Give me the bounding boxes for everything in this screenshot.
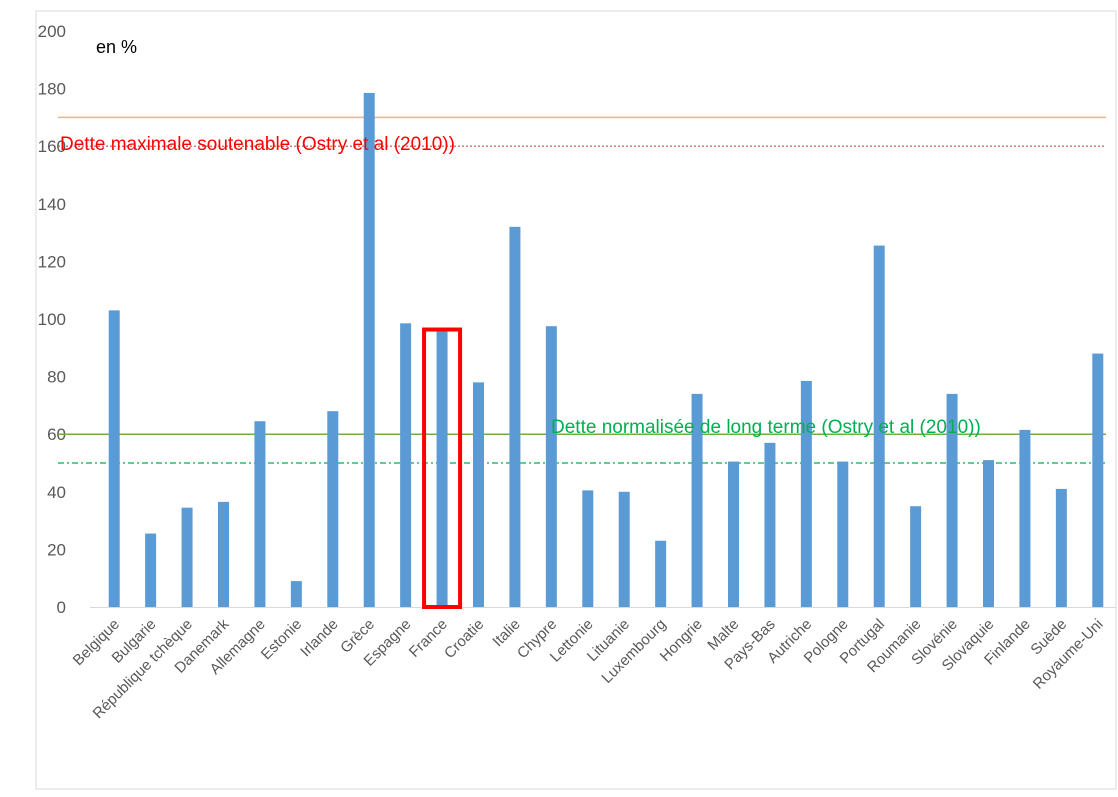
bar — [1055, 488, 1067, 607]
bar — [1092, 353, 1104, 607]
bar — [509, 226, 521, 607]
bar — [946, 393, 958, 607]
y-tick-label: 100 — [38, 310, 66, 329]
bar — [618, 491, 630, 607]
bar — [254, 421, 266, 607]
bar — [764, 442, 776, 607]
y-tick-label: 140 — [38, 195, 66, 214]
y-tick-label: 20 — [47, 540, 66, 559]
bar — [181, 507, 193, 607]
bar — [1019, 429, 1031, 607]
bar — [837, 461, 849, 607]
bar — [655, 540, 667, 607]
y-tick-label: 120 — [38, 252, 66, 271]
highlight-box-france — [422, 327, 463, 609]
reference-line-label: Dette maximale soutenable (Ostry et al (… — [60, 134, 455, 155]
bar — [983, 460, 994, 607]
y-axis: 0 20 40 60 80 100 120 140 160 180 200 — [38, 22, 66, 617]
bar — [473, 382, 484, 607]
bar — [290, 581, 302, 607]
bar — [327, 411, 339, 607]
bars — [108, 92, 1104, 608]
bar — [728, 461, 739, 607]
bar — [436, 330, 448, 607]
bar — [873, 245, 885, 607]
y-tick-label: 200 — [38, 22, 66, 41]
bar — [691, 393, 703, 607]
bar — [145, 533, 157, 607]
bar — [108, 310, 120, 607]
reference-line-labels: Dette maximale soutenable (Ostry et al (… — [60, 134, 981, 438]
bar — [363, 92, 375, 608]
y-tick-label: 160 — [38, 137, 66, 156]
y-tick-label: 0 — [57, 598, 66, 617]
y-tick-label: 60 — [47, 425, 66, 444]
bar — [800, 380, 812, 607]
bar — [218, 501, 229, 607]
reference-lines — [58, 116, 1106, 464]
unit-label: en % — [96, 37, 137, 57]
chart-border — [35, 10, 1117, 790]
bar — [582, 490, 594, 607]
y-tick-label: 80 — [47, 368, 66, 387]
y-tick-label: 40 — [47, 483, 66, 502]
bar — [400, 323, 412, 607]
reference-line-label: Dette normalisée de long terme (Ostry et… — [551, 417, 981, 438]
bar — [910, 506, 922, 607]
y-tick-label: 180 — [38, 80, 66, 99]
bar — [545, 326, 557, 607]
